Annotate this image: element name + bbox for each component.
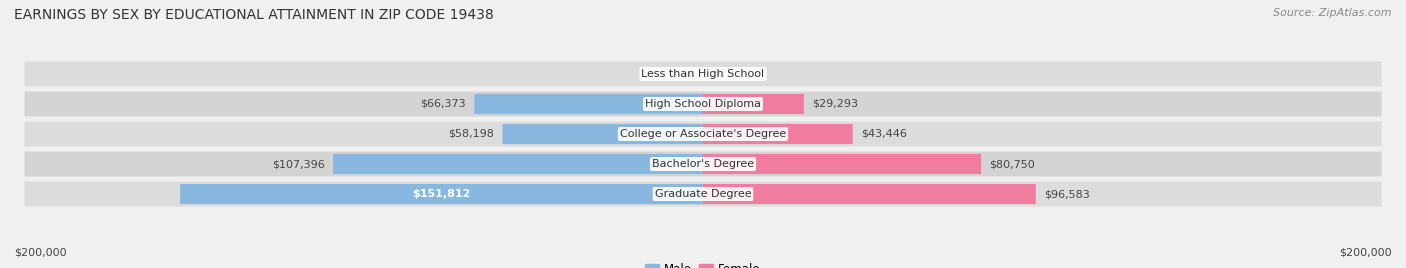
Text: High School Diploma: High School Diploma (645, 99, 761, 109)
Text: $200,000: $200,000 (14, 247, 66, 257)
FancyBboxPatch shape (24, 62, 1382, 86)
Text: $43,446: $43,446 (860, 129, 907, 139)
Text: $29,293: $29,293 (813, 99, 858, 109)
Legend: Male, Female: Male, Female (641, 259, 765, 268)
Text: $200,000: $200,000 (1340, 247, 1392, 257)
Text: Less than High School: Less than High School (641, 69, 765, 79)
FancyBboxPatch shape (703, 124, 852, 144)
FancyBboxPatch shape (703, 184, 1036, 204)
Text: $96,583: $96,583 (1045, 189, 1090, 199)
Text: $58,198: $58,198 (449, 129, 495, 139)
Text: $66,373: $66,373 (420, 99, 467, 109)
Text: $107,396: $107,396 (271, 159, 325, 169)
FancyBboxPatch shape (180, 184, 703, 204)
FancyBboxPatch shape (333, 154, 703, 174)
Text: $0: $0 (681, 69, 695, 79)
FancyBboxPatch shape (703, 94, 804, 114)
FancyBboxPatch shape (24, 122, 1382, 146)
Text: $0: $0 (711, 69, 725, 79)
FancyBboxPatch shape (24, 182, 1382, 206)
FancyBboxPatch shape (703, 154, 981, 174)
Text: Source: ZipAtlas.com: Source: ZipAtlas.com (1274, 8, 1392, 18)
Text: Bachelor's Degree: Bachelor's Degree (652, 159, 754, 169)
Text: Graduate Degree: Graduate Degree (655, 189, 751, 199)
Text: EARNINGS BY SEX BY EDUCATIONAL ATTAINMENT IN ZIP CODE 19438: EARNINGS BY SEX BY EDUCATIONAL ATTAINMEN… (14, 8, 494, 22)
Text: $80,750: $80,750 (990, 159, 1035, 169)
FancyBboxPatch shape (24, 92, 1382, 116)
Text: $151,812: $151,812 (412, 189, 471, 199)
FancyBboxPatch shape (474, 94, 703, 114)
Text: College or Associate's Degree: College or Associate's Degree (620, 129, 786, 139)
FancyBboxPatch shape (502, 124, 703, 144)
FancyBboxPatch shape (24, 152, 1382, 176)
